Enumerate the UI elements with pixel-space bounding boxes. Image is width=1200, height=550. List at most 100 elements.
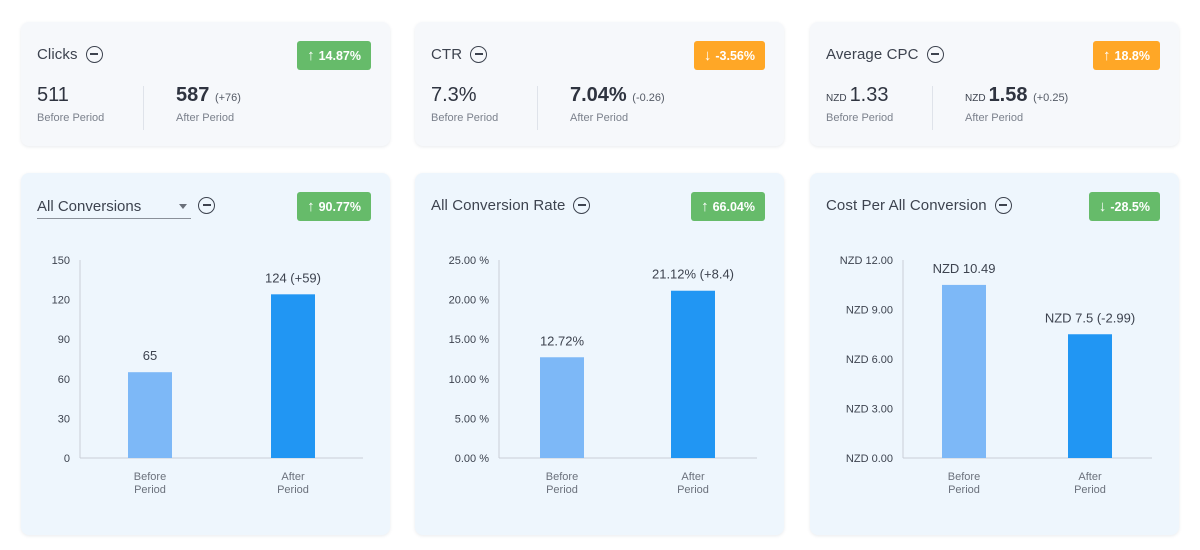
x-tick-label: Period bbox=[277, 484, 309, 496]
bar-after-period bbox=[671, 290, 715, 458]
kpi-card-average-cpc: Average CPC ↑ 18.8% NZD 1.33 Before Perio… bbox=[810, 22, 1179, 146]
bar-before-period bbox=[128, 372, 172, 458]
after-stat: 7.04% (-0.26) After Period bbox=[570, 84, 665, 124]
arrow-up-icon: ↑ bbox=[307, 47, 315, 64]
y-tick-label: 120 bbox=[52, 295, 70, 307]
divider bbox=[932, 86, 933, 130]
chart-title: All Conversion Rate bbox=[431, 197, 591, 214]
before-stat: 511 Before Period bbox=[37, 84, 104, 124]
before-stat: NZD 1.33 Before Period bbox=[826, 84, 893, 124]
y-tick-label: 15.00 % bbox=[449, 334, 490, 346]
data-label: NZD 10.49 bbox=[933, 261, 996, 276]
currency-prefix: NZD bbox=[965, 93, 986, 104]
x-tick-label: After bbox=[281, 471, 305, 483]
before-value: 511 bbox=[37, 84, 69, 106]
change-badge: ↓ -3.56% bbox=[693, 41, 765, 70]
chart-card-cost-per-all-conversion: Cost Per All Conversion ↓ -28.5% NZD 0.0… bbox=[810, 173, 1179, 535]
arrow-down-icon: ↓ bbox=[703, 47, 712, 64]
chevron-down-icon bbox=[179, 204, 187, 209]
change-badge: ↑ 14.87% bbox=[297, 41, 371, 70]
divider bbox=[143, 86, 144, 130]
y-tick-label: 150 bbox=[52, 255, 70, 267]
collapse-icon[interactable] bbox=[994, 197, 1012, 214]
y-tick-label: 0.00 % bbox=[455, 453, 489, 465]
collapse-icon[interactable] bbox=[926, 46, 944, 63]
after-value: 7.04% bbox=[570, 84, 627, 106]
y-tick-label: 20.00 % bbox=[449, 295, 490, 307]
kpi-title: Average CPC bbox=[826, 46, 944, 63]
bar-after-period bbox=[1068, 334, 1112, 458]
before-label: Before Period bbox=[826, 112, 894, 124]
x-tick-label: Period bbox=[948, 484, 980, 496]
bar-before-period bbox=[942, 284, 986, 458]
data-label: 21.12% (+8.4) bbox=[652, 267, 734, 282]
change-badge-text: 14.87% bbox=[318, 48, 361, 63]
chart-title-text: Cost Per All Conversion bbox=[826, 197, 987, 214]
x-tick-label: Period bbox=[134, 484, 166, 496]
chart-card-all-conversions: All Conversions ↑ 90.77% 0 30 60 90 120 150 65… bbox=[21, 173, 390, 535]
data-label: 65 bbox=[143, 348, 157, 363]
change-badge-text: 90.77% bbox=[318, 199, 361, 214]
change-badge: ↓ -28.5% bbox=[1088, 192, 1160, 221]
chart-card-all-conversion-rate: All Conversion Rate ↑ 66.04% 0.00 % 5.00 … bbox=[415, 173, 784, 535]
before-label: Before Period bbox=[37, 112, 105, 124]
change-badge-text: 66.04% bbox=[712, 199, 755, 214]
after-label: After Period bbox=[176, 112, 235, 124]
y-tick-label: NZD 12.00 bbox=[840, 255, 893, 267]
y-tick-label: NZD 9.00 bbox=[846, 305, 893, 317]
data-label: NZD 7.5 (-2.99) bbox=[1045, 310, 1135, 325]
kpi-title-text: CTR bbox=[431, 46, 463, 63]
y-tick-label: 10.00 % bbox=[449, 374, 490, 386]
change-badge: ↑ 66.04% bbox=[691, 192, 765, 221]
metric-dropdown[interactable]: All Conversions bbox=[37, 195, 191, 219]
y-tick-label: 25.00 % bbox=[449, 255, 490, 267]
metric-dropdown-value: All Conversions bbox=[37, 198, 142, 215]
change-badge: ↑ 90.77% bbox=[297, 192, 371, 221]
bar-chart: 0.00 % 5.00 % 10.00 % 15.00 % 20.00 % 25.00 %… bbox=[449, 255, 757, 496]
after-delta: (-0.26) bbox=[632, 92, 665, 104]
before-value: 7.3% bbox=[431, 84, 477, 106]
data-label: 124 (+59) bbox=[265, 270, 321, 285]
collapse-icon[interactable] bbox=[573, 197, 591, 214]
divider bbox=[537, 86, 538, 130]
currency-prefix: NZD bbox=[826, 93, 847, 104]
chart-title-text: All Conversion Rate bbox=[431, 197, 566, 214]
change-badge: ↑ 18.8% bbox=[1093, 41, 1160, 70]
kpi-title-text: Clicks bbox=[37, 46, 78, 63]
bar-after-period bbox=[271, 294, 315, 458]
before-label: Before Period bbox=[431, 112, 499, 124]
collapse-icon[interactable] bbox=[85, 46, 103, 63]
x-tick-label: After bbox=[681, 471, 705, 483]
change-badge-text: -28.5% bbox=[1110, 199, 1150, 214]
x-tick-label: Period bbox=[1074, 484, 1106, 496]
change-badge-text: -3.56% bbox=[715, 48, 755, 63]
kpi-title: CTR bbox=[431, 46, 488, 63]
before-stat: 7.3% Before Period bbox=[431, 84, 498, 124]
collapse-icon[interactable] bbox=[198, 197, 215, 214]
after-delta: (+0.25) bbox=[1033, 92, 1069, 104]
data-label: 12.72% bbox=[540, 333, 585, 348]
after-label: After Period bbox=[570, 112, 629, 124]
x-tick-label: Before bbox=[546, 471, 578, 483]
y-tick-label: NZD 3.00 bbox=[846, 404, 893, 416]
x-tick-label: Period bbox=[546, 484, 578, 496]
arrow-up-icon: ↑ bbox=[701, 198, 709, 215]
y-tick-label: 0 bbox=[64, 453, 70, 465]
x-tick-label: Before bbox=[134, 471, 166, 483]
after-label: After Period bbox=[965, 112, 1024, 124]
change-badge-text: 18.8% bbox=[1114, 48, 1150, 63]
chart-title: Cost Per All Conversion bbox=[826, 197, 1012, 214]
kpi-title-text: Average CPC bbox=[826, 46, 919, 63]
x-tick-label: After bbox=[1078, 471, 1102, 483]
x-tick-label: Period bbox=[677, 484, 709, 496]
kpi-title: Clicks bbox=[37, 46, 103, 63]
y-tick-label: 60 bbox=[58, 374, 70, 386]
x-tick-label: Before bbox=[948, 471, 980, 483]
collapse-icon[interactable] bbox=[470, 46, 488, 63]
after-stat: 587 (+76) After Period bbox=[176, 84, 241, 124]
kpi-card-ctr: CTR ↓ -3.56% 7.3% Before Period 7.04% (-… bbox=[415, 22, 784, 146]
arrow-up-icon: ↑ bbox=[307, 198, 315, 215]
bar-chart: NZD 0.00 NZD 3.00 NZD 6.00 NZD 9.00 NZD 12.0… bbox=[840, 255, 1152, 496]
y-tick-label: 90 bbox=[58, 334, 70, 346]
